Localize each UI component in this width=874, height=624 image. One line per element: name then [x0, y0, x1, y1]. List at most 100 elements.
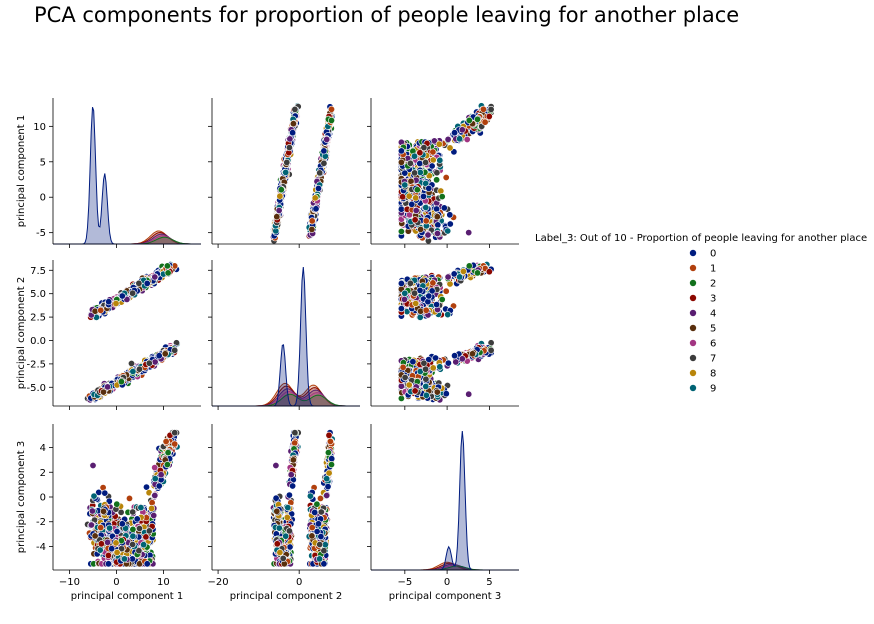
scatter-point — [155, 482, 163, 490]
scatter-point — [456, 135, 464, 143]
scatter-point — [422, 158, 430, 166]
scatter-point — [444, 359, 452, 367]
panel-1-2 — [208, 98, 360, 248]
scatter-point — [150, 511, 158, 519]
scatter-point — [286, 135, 294, 143]
scatter-point — [485, 268, 493, 276]
scatter-point — [420, 144, 428, 152]
scatter-point — [129, 289, 137, 297]
scatter-point — [425, 292, 433, 300]
scatter-point — [135, 547, 143, 555]
y-tick-label: -4 — [36, 542, 46, 553]
scatter-point — [425, 184, 433, 192]
scatter-point — [108, 545, 116, 553]
scatter-point — [442, 287, 450, 295]
scatter-point — [405, 192, 413, 200]
scatter-point — [117, 378, 125, 386]
scatter-point — [420, 359, 428, 367]
scatter-point — [276, 192, 284, 200]
scatter-point — [282, 168, 290, 176]
scatter-point — [104, 551, 112, 559]
scatter-point — [412, 299, 420, 307]
scatter-point — [397, 279, 405, 287]
scatter-point — [487, 346, 495, 354]
scatter-point — [327, 105, 335, 113]
scatter-point — [129, 532, 137, 540]
y-axis-label: principal component 2 — [16, 277, 27, 389]
scatter-point — [400, 295, 408, 303]
scatter-point — [429, 156, 437, 164]
scatter-point — [129, 525, 137, 533]
scatter-point — [417, 225, 425, 233]
scatter-point — [406, 279, 414, 287]
y-tick-label: 10 — [33, 122, 46, 133]
scatter-point — [121, 555, 129, 563]
scatter-point — [399, 363, 407, 371]
scatter-point — [446, 144, 454, 152]
scatter-point — [424, 231, 432, 239]
scatter-point — [129, 367, 137, 375]
scatter-point — [434, 221, 442, 229]
scatter-point — [410, 152, 418, 160]
scatter-point — [429, 364, 437, 372]
scatter-point — [412, 207, 420, 215]
scatter-point — [140, 541, 148, 549]
scatter-point — [151, 273, 159, 281]
scatter-point — [312, 205, 320, 213]
scatter-point — [436, 363, 444, 371]
scatter-point — [135, 279, 143, 287]
scatter-point — [444, 273, 452, 281]
scatter-point — [163, 461, 171, 469]
scatter-point — [101, 489, 109, 497]
scatter-point — [428, 162, 436, 170]
scatter-point — [429, 279, 437, 287]
scatter-point — [162, 437, 170, 445]
scatter-point — [113, 548, 121, 556]
scatter-point — [97, 524, 105, 532]
scatter-point — [171, 429, 179, 437]
scatter-point — [401, 181, 409, 189]
x-tick-label: 10 — [157, 577, 170, 588]
x-axis-label: principal component 1 — [71, 591, 183, 602]
scatter-point — [444, 135, 452, 143]
scatter-point — [87, 521, 95, 529]
scatter-point — [289, 129, 297, 137]
scatter-point — [481, 118, 489, 126]
scatter-point — [433, 388, 441, 396]
scatter-point — [100, 507, 108, 515]
scatter-point — [424, 298, 432, 306]
scatter-point — [399, 193, 407, 201]
scatter-point — [105, 298, 113, 306]
scatter-point — [275, 207, 283, 215]
scatter-point — [143, 560, 151, 568]
scatter-point — [163, 262, 171, 270]
panel-1-3 — [367, 98, 519, 248]
scatter-point — [89, 461, 97, 469]
scatter-point — [446, 220, 454, 228]
scatter-point — [291, 105, 299, 113]
scatter-point — [316, 169, 324, 177]
scatter-point — [157, 471, 165, 479]
scatter-point — [433, 169, 441, 177]
scatter-point — [308, 217, 316, 225]
scatter-point — [106, 524, 114, 532]
scatter-point — [112, 299, 120, 307]
scatter-point — [451, 352, 459, 360]
scatter-point — [113, 527, 121, 535]
scatter-point — [446, 211, 454, 219]
scatter-point — [442, 390, 450, 398]
scatter-point — [444, 311, 452, 319]
scatter-point — [458, 355, 466, 363]
kde-class-2 — [53, 236, 201, 245]
scatter-point — [444, 227, 452, 235]
y-tick-label: 2.5 — [30, 313, 46, 324]
kde-class-0 — [212, 266, 360, 407]
scatter-point — [422, 217, 430, 225]
scatter-point — [413, 186, 421, 194]
scatter-point — [401, 169, 409, 177]
scatter-point — [465, 116, 473, 124]
scatter-point — [283, 158, 291, 166]
scatter-point — [401, 289, 409, 297]
